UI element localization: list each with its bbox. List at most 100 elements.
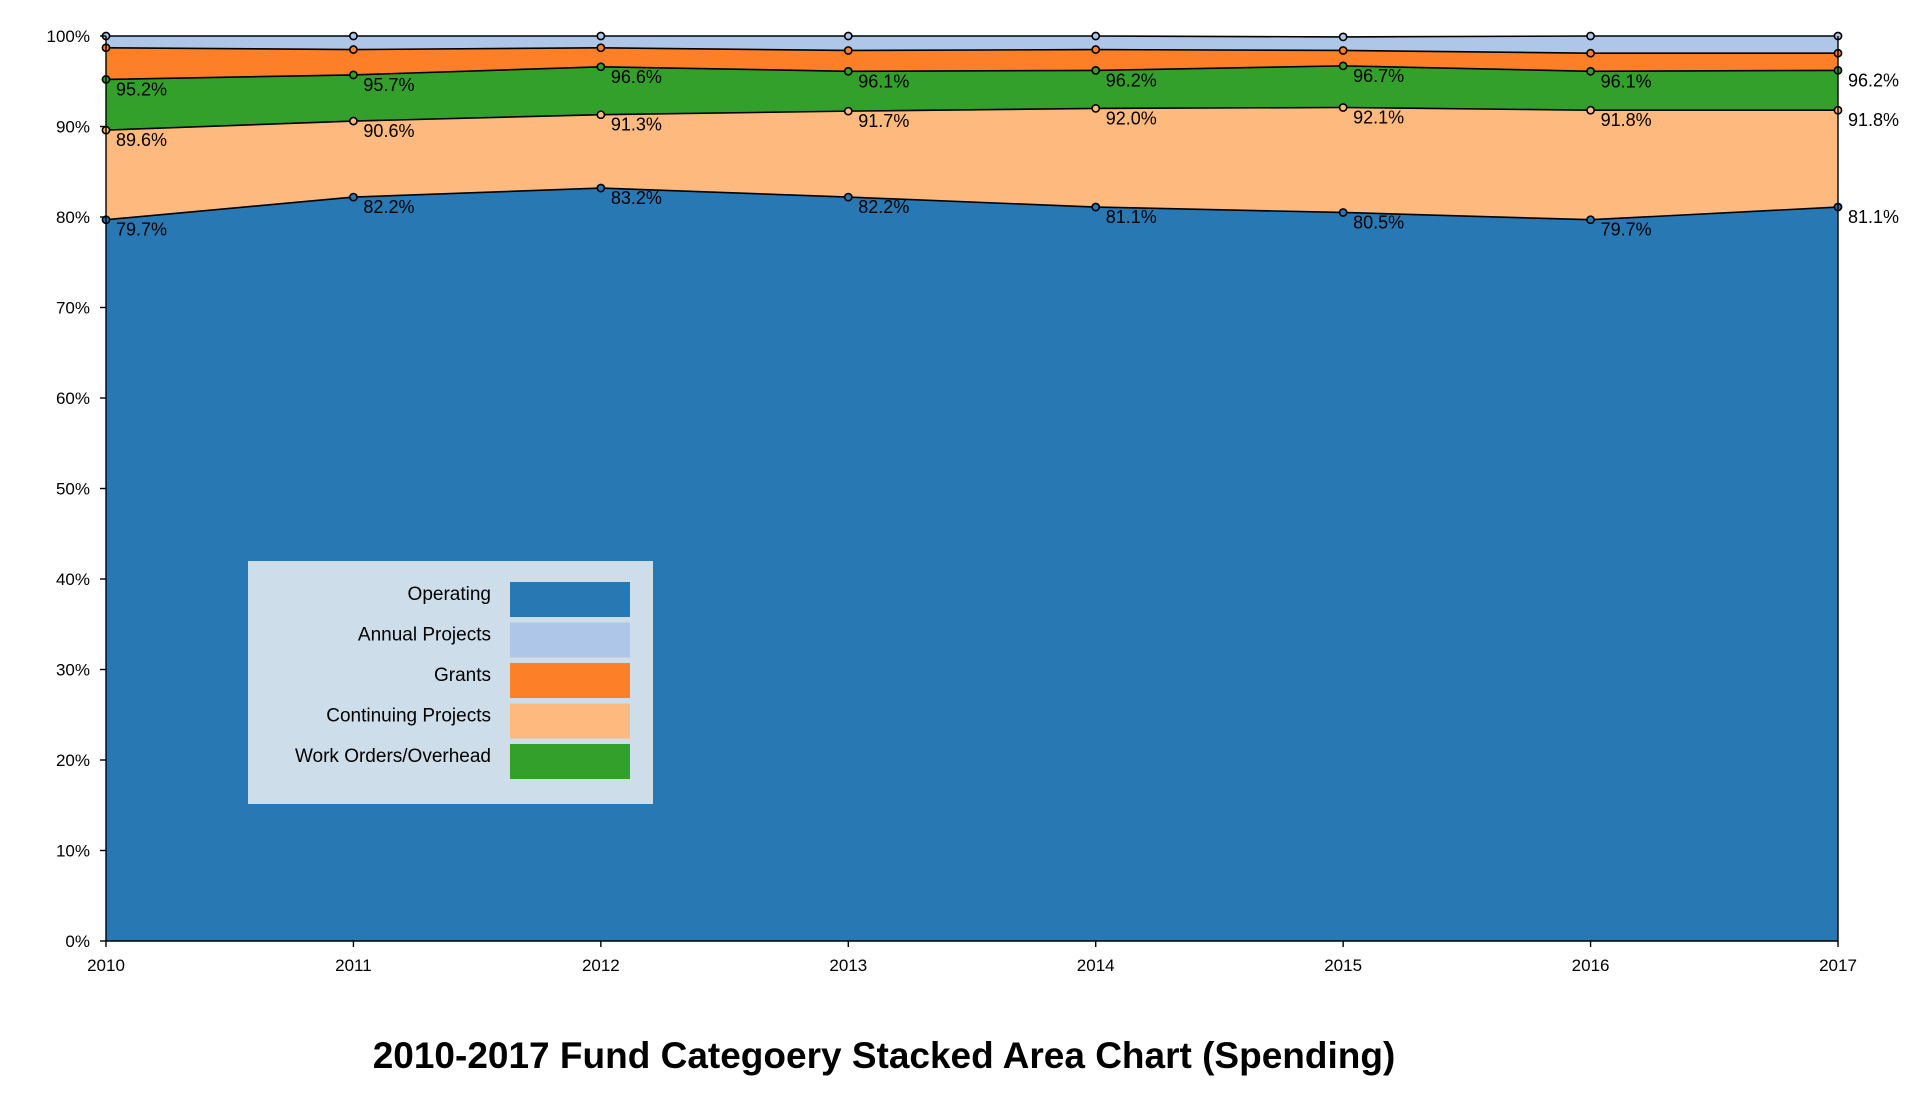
series-points [101, 31, 1843, 225]
legend-swatch [510, 703, 630, 739]
data-label: 96.2% [1106, 70, 1157, 90]
data-label: 91.8% [1848, 110, 1899, 130]
data-label: 91.8% [1601, 110, 1652, 130]
data-label: 92.0% [1106, 108, 1157, 128]
y-tick-label: 30% [56, 661, 90, 680]
data-label: 92.1% [1353, 107, 1404, 127]
point-annual-projects [1091, 31, 1101, 41]
line-operating [105, 187, 1839, 221]
point-continuing-projects [1338, 103, 1348, 112]
point-work-orders-overhead [349, 70, 358, 80]
data-label: 91.7% [858, 111, 909, 131]
legend-swatch [510, 663, 630, 698]
data-label: 79.7% [1601, 220, 1652, 240]
x-tick-label: 2013 [829, 956, 867, 975]
line-annual-projects [106, 35, 1838, 38]
data-label: 95.7% [363, 75, 414, 95]
point-annual-projects [1338, 32, 1348, 42]
data-label: 89.6% [116, 130, 167, 150]
x-tick-label: 2017 [1819, 956, 1857, 975]
x-tick-label: 2015 [1324, 956, 1362, 975]
legend-label: Continuing Projects [326, 706, 491, 727]
point-operating [1586, 215, 1595, 225]
point-work-orders-overhead [843, 66, 853, 76]
legend-label: Work Orders/Overhead [295, 746, 491, 767]
point-grants [349, 45, 358, 54]
point-grants [1338, 46, 1348, 55]
y-tick-label: 20% [56, 751, 90, 770]
data-label: 95.2% [116, 79, 167, 99]
data-label: 96.6% [611, 67, 662, 87]
data-labels: 79.7% 82.2% 83.2% 82.2% 81.1% 80.5% 79.7% 81.1%… [116, 66, 1899, 240]
x-tick-label: 2012 [582, 956, 620, 975]
y-tick-label: 40% [56, 570, 90, 589]
data-label: 82.2% [858, 197, 909, 217]
point-work-orders-overhead [1338, 61, 1348, 71]
x-tick-label: 2011 [335, 956, 372, 975]
point-annual-projects [1586, 31, 1595, 41]
y-tick-label: 80% [56, 208, 90, 227]
y-axis: 0% 10% 20% 30% 40% 50% 60% 70% 80% 90% 100% [47, 27, 107, 951]
area-work-orders-overhead [106, 65, 1838, 131]
x-axis: 2010 2011 2012 2013 2014 2015 2016 2017 [87, 36, 1857, 975]
point-continuing-projects [349, 116, 358, 126]
data-label: 82.2% [363, 197, 414, 217]
y-tick-label: 100% [47, 27, 90, 46]
data-label: 83.2% [611, 188, 662, 208]
data-label: 80.5% [1353, 212, 1404, 232]
point-continuing-projects [596, 110, 606, 120]
series-areas [106, 36, 1838, 942]
point-work-orders-overhead [1091, 65, 1101, 75]
data-label: 96.7% [1353, 66, 1404, 86]
y-tick-label: 70% [56, 299, 90, 318]
legend-swatch [510, 582, 630, 617]
point-continuing-projects [843, 106, 853, 116]
area-annual-projects [106, 36, 1838, 54]
data-label: 96.1% [1601, 71, 1652, 91]
point-operating [1338, 208, 1348, 217]
chart-title: 2010-2017 Fund Categoery Stacked Area Ch… [373, 1035, 1396, 1076]
point-continuing-projects [1586, 105, 1595, 115]
series-boundary-lines [105, 35, 1839, 221]
x-tick-label: 2010 [87, 956, 125, 975]
point-grants [1091, 45, 1101, 54]
line-continuing-projects [105, 106, 1838, 131]
legend: Operating Annual Projects Grants Continuing… [248, 561, 653, 804]
data-label: 91.3% [611, 115, 662, 135]
legend-label: Annual Projects [358, 625, 491, 646]
legend-swatch [510, 744, 630, 779]
point-annual-projects [349, 31, 358, 41]
point-operating [1091, 202, 1101, 212]
point-grants [596, 43, 606, 53]
legend-label: Grants [434, 665, 491, 686]
data-label: 96.2% [1848, 70, 1899, 90]
data-label: 79.7% [116, 220, 167, 240]
data-label: 81.1% [1848, 207, 1899, 227]
point-grants [843, 46, 853, 55]
point-operating [349, 192, 358, 202]
point-work-orders-overhead [596, 62, 606, 72]
data-label: 96.1% [858, 71, 909, 91]
x-tick-label: 2016 [1572, 956, 1610, 975]
point-annual-projects [596, 31, 606, 41]
point-continuing-projects [1091, 104, 1101, 113]
legend-label: Operating [408, 584, 491, 605]
point-grants [1586, 48, 1595, 58]
point-operating [596, 183, 606, 193]
area-continuing-projects [106, 107, 1838, 220]
y-tick-label: 10% [56, 842, 90, 861]
data-label: 81.1% [1106, 207, 1157, 227]
point-work-orders-overhead [1586, 66, 1595, 76]
y-tick-label: 60% [56, 389, 90, 408]
point-operating [843, 192, 853, 202]
area-grants [106, 47, 1838, 80]
line-grants [105, 46, 1838, 54]
y-tick-label: 0% [65, 932, 90, 951]
line-work-orders-overhead [105, 65, 1839, 81]
y-tick-label: 90% [56, 118, 90, 137]
point-annual-projects [843, 31, 853, 41]
x-tick-label: 2014 [1077, 956, 1115, 975]
legend-swatch [510, 622, 630, 658]
